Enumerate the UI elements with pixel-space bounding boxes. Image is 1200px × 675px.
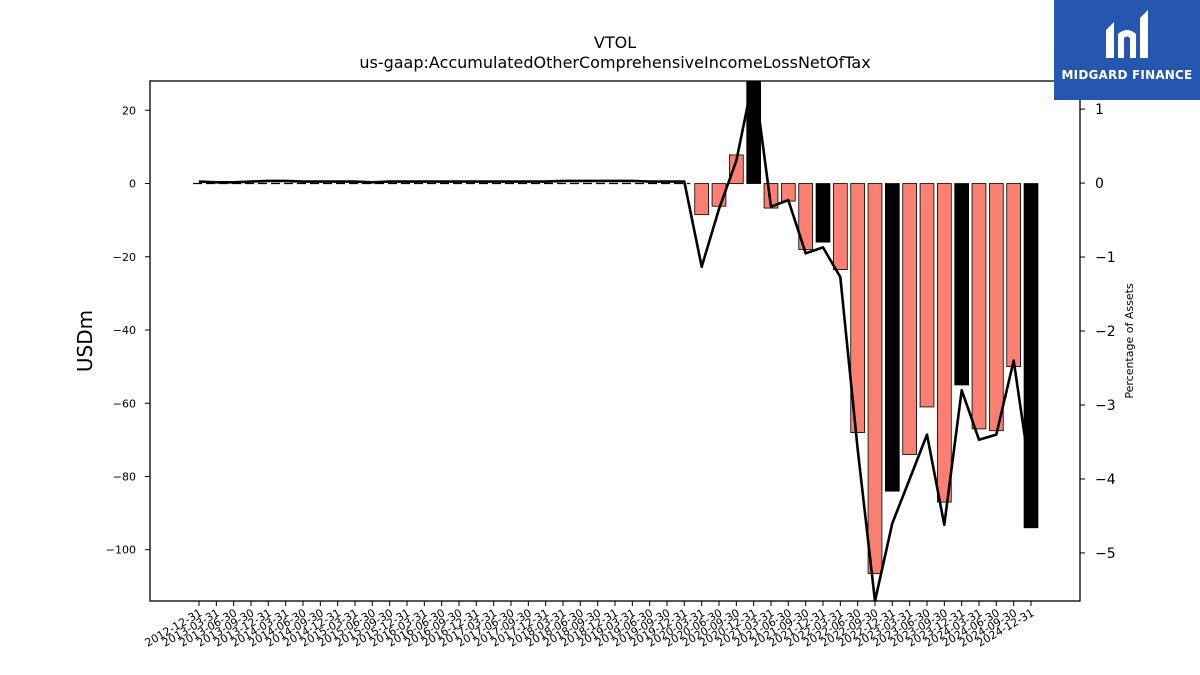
y-tick-label: −20 xyxy=(113,251,136,264)
y-axis-left: 20 0 −20 −40 −60 −80 −100 xyxy=(106,104,150,557)
bar xyxy=(902,183,918,455)
bar xyxy=(867,183,883,574)
bar xyxy=(833,183,848,270)
bar xyxy=(815,183,831,243)
chart-subtitle: us-gaap:AccumulatedOtherComprehensiveInc… xyxy=(359,53,870,72)
y-tick-label: −60 xyxy=(113,397,136,410)
line-group xyxy=(198,81,1033,601)
y-tick-label: −80 xyxy=(113,470,136,483)
y-right-tick-label: −2 xyxy=(1095,324,1116,340)
bar xyxy=(937,183,952,503)
bar xyxy=(885,183,900,492)
y-right-tick-label: −5 xyxy=(1095,546,1116,562)
logo-text: MIDGARD FINANCE xyxy=(1061,68,1193,82)
y-tick-label: −100 xyxy=(106,544,136,557)
pct-assets-line xyxy=(198,81,1033,601)
y-axis-label: USDm xyxy=(73,310,97,372)
midgard-finance-logo: MIDGARD FINANCE xyxy=(1054,0,1200,100)
bar xyxy=(1023,183,1039,529)
logo-mark-icon xyxy=(1106,10,1148,58)
y-right-tick-label: −1 xyxy=(1095,250,1116,266)
bar xyxy=(781,183,796,202)
y-tick-label: 0 xyxy=(129,178,136,191)
chart-title: VTOL xyxy=(594,33,636,52)
y-tick-label: 20 xyxy=(122,104,136,117)
bars-group xyxy=(694,81,1039,574)
y-axis-right-label: Percentage of Assets xyxy=(1123,283,1136,399)
y-right-tick-label: −3 xyxy=(1095,398,1116,414)
bar xyxy=(954,183,970,386)
bar xyxy=(1006,183,1022,368)
bar xyxy=(694,183,710,216)
y-right-tick-label: 1 xyxy=(1095,102,1104,118)
y-right-tick-label: 0 xyxy=(1095,176,1104,192)
x-axis: 2012-12-312013-03-312013-06-302013-09-30… xyxy=(143,601,1037,650)
bar xyxy=(919,183,935,408)
y-tick-label: −40 xyxy=(113,324,136,337)
y-axis-right: 1 0 −1 −2 −3 −4 −5 xyxy=(1080,102,1116,562)
bar xyxy=(989,183,1004,432)
y-right-tick-label: −4 xyxy=(1095,472,1116,488)
bar xyxy=(971,183,987,430)
bar xyxy=(850,183,866,433)
bar xyxy=(746,81,762,184)
